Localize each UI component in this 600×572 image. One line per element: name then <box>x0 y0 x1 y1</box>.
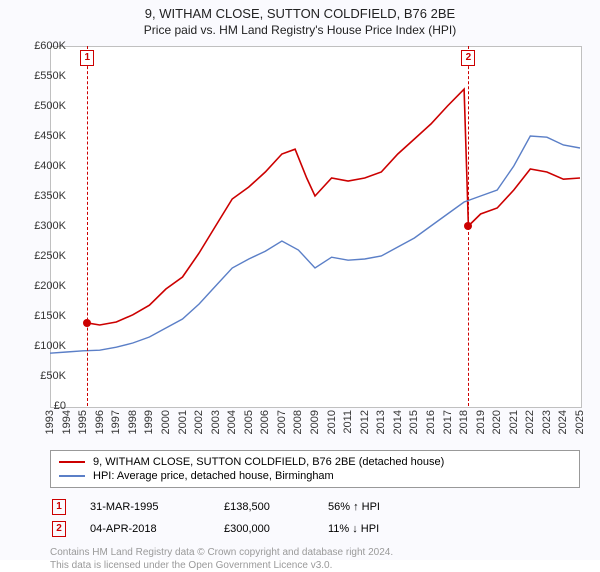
legend-row-price-paid: 9, WITHAM CLOSE, SUTTON COLDFIELD, B76 2… <box>59 455 571 469</box>
x-tick-label: 1996 <box>94 410 106 434</box>
x-tick-label: 1994 <box>61 410 73 434</box>
legend-swatch-hpi <box>59 475 85 477</box>
chart-title: 9, WITHAM CLOSE, SUTTON COLDFIELD, B76 2… <box>0 6 600 23</box>
x-tick-label: 2016 <box>425 410 437 434</box>
sale-vline <box>87 46 88 406</box>
y-tick-label: £600K <box>20 40 66 52</box>
x-tick-label: 2022 <box>524 410 536 434</box>
x-tick-label: 2010 <box>326 410 338 434</box>
y-tick-label: £350K <box>20 190 66 202</box>
y-tick-label: £50K <box>20 370 66 382</box>
x-tick-label: 1998 <box>127 410 139 434</box>
x-tick-label: 2001 <box>177 410 189 434</box>
y-tick-label: £0 <box>20 400 66 412</box>
x-tick-label: 2013 <box>375 410 387 434</box>
x-tick-label: 2015 <box>408 410 420 434</box>
x-tick-label: 2006 <box>259 410 271 434</box>
x-tick-label: 2020 <box>491 410 503 434</box>
transaction-date: 31-MAR-1995 <box>90 501 200 513</box>
series-line-hpi <box>50 136 580 353</box>
transaction-delta: 56% ↑ HPI <box>328 501 418 513</box>
sale-marker-box: 2 <box>461 50 475 66</box>
x-tick-label: 2007 <box>276 410 288 434</box>
table-row: 1 31-MAR-1995 £138,500 56% ↑ HPI <box>50 496 580 518</box>
footer-line-1: Contains HM Land Registry data © Crown c… <box>50 546 580 559</box>
x-tick-label: 1999 <box>143 410 155 434</box>
x-tick-label: 2024 <box>557 410 569 434</box>
legend-label-hpi: HPI: Average price, detached house, Birm… <box>93 470 334 482</box>
transaction-table: 1 31-MAR-1995 £138,500 56% ↑ HPI 2 04-AP… <box>50 496 580 540</box>
x-tick-label: 2025 <box>574 410 586 434</box>
legend-box: 9, WITHAM CLOSE, SUTTON COLDFIELD, B76 2… <box>50 450 580 488</box>
legend-label-price-paid: 9, WITHAM CLOSE, SUTTON COLDFIELD, B76 2… <box>93 456 444 468</box>
legend-and-footer: 9, WITHAM CLOSE, SUTTON COLDFIELD, B76 2… <box>50 450 580 572</box>
x-tick-label: 2003 <box>210 410 222 434</box>
y-tick-label: £250K <box>20 250 66 262</box>
x-tick-label: 2019 <box>475 410 487 434</box>
legend-swatch-price-paid <box>59 461 85 463</box>
x-tick-label: 2002 <box>193 410 205 434</box>
x-tick-label: 2018 <box>458 410 470 434</box>
transaction-marker-2: 2 <box>52 521 66 537</box>
transaction-delta: 11% ↓ HPI <box>328 523 418 535</box>
y-tick-label: £100K <box>20 340 66 352</box>
x-tick-label: 2008 <box>292 410 304 434</box>
x-tick-label: 1997 <box>110 410 122 434</box>
x-tick-label: 1995 <box>77 410 89 434</box>
x-tick-label: 2004 <box>226 410 238 434</box>
sale-dot <box>83 319 91 327</box>
transaction-price: £300,000 <box>224 523 304 535</box>
x-tick-label: 2014 <box>392 410 404 434</box>
transaction-date: 04-APR-2018 <box>90 523 200 535</box>
title-block: 9, WITHAM CLOSE, SUTTON COLDFIELD, B76 2… <box>0 0 600 38</box>
x-tick-label: 2000 <box>160 410 172 434</box>
x-tick-label: 2017 <box>442 410 454 434</box>
table-row: 2 04-APR-2018 £300,000 11% ↓ HPI <box>50 518 580 540</box>
x-tick-label: 1993 <box>44 410 56 434</box>
legend-row-hpi: HPI: Average price, detached house, Birm… <box>59 469 571 483</box>
transaction-price: £138,500 <box>224 501 304 513</box>
series-line-price_paid <box>87 89 580 325</box>
x-tick-label: 2012 <box>359 410 371 434</box>
x-tick-label: 2009 <box>309 410 321 434</box>
plot-svg <box>50 46 580 406</box>
chart-container: 9, WITHAM CLOSE, SUTTON COLDFIELD, B76 2… <box>0 0 600 560</box>
x-tick-label: 2023 <box>541 410 553 434</box>
y-tick-label: £200K <box>20 280 66 292</box>
y-tick-label: £450K <box>20 130 66 142</box>
transaction-marker-1: 1 <box>52 499 66 515</box>
y-tick-label: £150K <box>20 310 66 322</box>
chart-subtitle: Price paid vs. HM Land Registry's House … <box>0 23 600 39</box>
x-tick-label: 2011 <box>342 410 354 434</box>
y-tick-label: £500K <box>20 100 66 112</box>
y-tick-label: £400K <box>20 160 66 172</box>
sale-dot <box>464 222 472 230</box>
y-tick-label: £550K <box>20 70 66 82</box>
x-tick-label: 2005 <box>243 410 255 434</box>
footer-line-2: This data is licensed under the Open Gov… <box>50 559 580 572</box>
footer: Contains HM Land Registry data © Crown c… <box>50 546 580 572</box>
y-tick-label: £300K <box>20 220 66 232</box>
sale-marker-box: 1 <box>80 50 94 66</box>
x-tick-label: 2021 <box>508 410 520 434</box>
